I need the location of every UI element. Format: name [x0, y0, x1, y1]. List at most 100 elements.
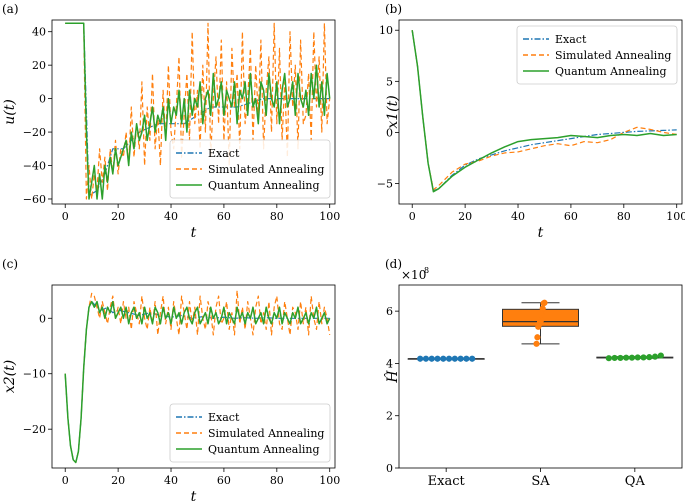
legend-label: Quantum Annealing — [208, 443, 320, 456]
x-axis-label: t — [538, 225, 544, 241]
category-label: Exact — [428, 474, 466, 489]
y-tick-label: −5 — [377, 178, 393, 191]
y-tick-label: 2 — [386, 410, 393, 423]
x-tick-label: 20 — [458, 210, 472, 223]
data-point — [537, 317, 545, 324]
panel-c: (c) −20 −10 0 0 20 40 60 80 100 t x2(t) Exact Simulat… — [2, 257, 340, 501]
data-point — [457, 355, 464, 362]
series-line-quantum-annealing — [64, 300, 331, 464]
data-point — [463, 355, 470, 362]
x-tick-label: 0 — [62, 474, 69, 487]
data-point — [611, 354, 618, 362]
data-point — [646, 354, 653, 361]
series-line-quantum-annealing — [65, 22, 331, 200]
category-label: SA — [531, 474, 550, 489]
panel-label: (a) — [2, 2, 19, 16]
box-exact — [407, 355, 485, 362]
data-point — [434, 355, 441, 362]
data-point — [417, 355, 424, 362]
data-point — [445, 355, 453, 362]
x-tick-label: 60 — [564, 210, 578, 223]
x-tick-label: 0 — [62, 210, 69, 223]
data-point — [605, 355, 612, 362]
y-axis-label: x1(t) — [385, 95, 401, 128]
data-point — [534, 334, 541, 341]
legend-label: Quantum Annealing — [208, 179, 320, 192]
y-tick-label: 0 — [39, 312, 46, 325]
data-point — [539, 305, 546, 312]
legend: Exact Simulated Annealing Quantum Annealin… — [516, 25, 678, 85]
y-tick-label: −60 — [23, 193, 46, 206]
x-tick-label: 80 — [270, 210, 284, 223]
legend: Exact Simulated Annealing Quantum Annealin… — [169, 403, 331, 463]
legend-label: Exact — [555, 33, 587, 46]
legend-label: Simulated Annealing — [208, 427, 324, 440]
x-tick-label: 20 — [111, 210, 125, 223]
x-tick-label: 40 — [164, 210, 178, 223]
y-axis-label: x2(t) — [2, 360, 18, 393]
y-tick-label: 0 — [386, 126, 393, 139]
y-axis-label: Ĥ — [383, 370, 401, 384]
data-point — [541, 299, 548, 306]
x-axis-label: t — [191, 489, 197, 501]
legend-label: Quantum Annealing — [555, 65, 667, 78]
y-tick-label: −20 — [23, 423, 46, 436]
data-point — [451, 355, 458, 362]
panel-label: (b) — [385, 2, 402, 16]
x-tick-label: 100 — [319, 210, 340, 223]
y-tick-label: 10 — [379, 24, 393, 37]
y-tick-label: −10 — [23, 368, 46, 381]
legend-label: Simulated Annealing — [555, 49, 671, 62]
series-line-exact — [411, 30, 677, 192]
x-tick-label: 60 — [217, 210, 231, 223]
axes-frame — [51, 284, 336, 469]
y-tick-label: −20 — [23, 126, 46, 139]
data-point — [634, 354, 641, 361]
x-tick-label: 80 — [617, 210, 631, 223]
legend-box — [516, 25, 678, 85]
x-tick-label: 40 — [511, 210, 525, 223]
x-tick-label: 100 — [666, 210, 685, 223]
panel-d: (d) 0 2 4 6 Exact SA QA ×108 Ĥ — [383, 257, 683, 489]
data-point — [440, 355, 447, 362]
legend-label: Exact — [208, 147, 240, 160]
y-tick-label: 0 — [39, 93, 46, 106]
y-scale-exponent: 8 — [424, 266, 429, 275]
y-tick-label: 40 — [32, 26, 46, 39]
y-axis-label: u(t) — [2, 99, 18, 125]
x-tick-label: 40 — [164, 474, 178, 487]
legend-label: Simulated Annealing — [208, 163, 324, 176]
series-line-simulated-annealing — [65, 22, 331, 200]
data-point — [628, 354, 636, 361]
x-tick-label: 80 — [270, 474, 284, 487]
y-tick-label: 20 — [32, 59, 46, 72]
x-tick-label: 60 — [217, 474, 231, 487]
x-axis-label: t — [191, 225, 197, 241]
legend-label: Exact — [208, 411, 240, 424]
panel-label: (c) — [2, 257, 18, 271]
y-tick-label: 4 — [386, 357, 393, 370]
x-tick-label: 100 — [319, 474, 340, 487]
data-point — [651, 353, 659, 360]
data-point — [617, 354, 624, 362]
data-point — [640, 354, 647, 361]
x-tick-label: 20 — [111, 474, 125, 487]
data-point — [469, 355, 476, 362]
axes-frame — [398, 19, 683, 205]
y-tick-label: 0 — [386, 462, 393, 475]
category-label: QA — [625, 474, 646, 489]
data-point — [623, 354, 630, 361]
y-tick-label: 6 — [386, 305, 393, 318]
legend-box — [169, 139, 331, 199]
legend: Exact Simulated Annealing Quantum Annealin… — [169, 139, 331, 199]
data-point — [657, 352, 664, 359]
x-tick-label: 0 — [409, 210, 416, 223]
y-scale-label: ×10 — [401, 268, 426, 282]
axes-frame — [51, 19, 336, 205]
panel-label: (d) — [385, 257, 402, 271]
data-point — [533, 340, 540, 347]
box-qa — [596, 352, 674, 362]
series-line-simulated-annealing — [64, 289, 331, 464]
